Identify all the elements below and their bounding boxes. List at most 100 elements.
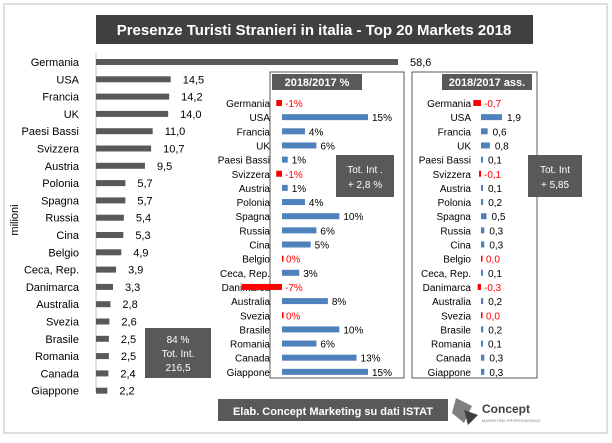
pct-value-danimarca: -7% xyxy=(285,283,303,294)
pct-value-svezia: 0% xyxy=(286,311,301,322)
abs-bar-giappone xyxy=(481,368,485,375)
abs-value-canada: 0,3 xyxy=(489,354,503,365)
pct-note-value: + 2,8 % xyxy=(348,180,382,191)
pct-value-austria: 1% xyxy=(292,184,307,195)
main-category-russia: Russia xyxy=(45,213,80,225)
main-category-danimarca: Danimarca xyxy=(26,282,80,294)
concept-logo: Concept MARKETING PROFESSIONALE xyxy=(452,398,541,425)
abs-category-austria: Austria xyxy=(440,184,472,195)
pct-value-spagna: 10% xyxy=(343,212,363,223)
pct-bar-paesi-bassi xyxy=(282,156,288,163)
pct-value-uk: 6% xyxy=(320,141,335,152)
abs-bar-romania xyxy=(481,340,483,347)
abs-category-ceca-rep: Ceca, Rep. xyxy=(421,269,471,280)
main-bar-svizzera xyxy=(96,145,152,152)
pct-category-russia: Russia xyxy=(239,226,270,237)
pct-category-svizzera: Svizzera xyxy=(232,170,271,181)
abs-value-svezia: 0,0 xyxy=(486,311,500,322)
main-bar-usa xyxy=(96,76,171,83)
pct-category-paesi-bassi: Paesi Bassi xyxy=(218,156,270,167)
abs-bar-svezia xyxy=(481,312,483,319)
abs-category-polonia: Polonia xyxy=(438,198,472,209)
abs-value-australia: 0,2 xyxy=(488,297,502,308)
main-category-germania: Germania xyxy=(31,57,80,69)
pct-category-brasile: Brasile xyxy=(239,325,270,336)
main-category-canada: Canada xyxy=(40,368,79,380)
pct-value-romania: 6% xyxy=(320,340,335,351)
pct-bar-francia xyxy=(282,128,305,135)
abs-category-svizzera: Svizzera xyxy=(433,170,472,181)
pct-bar-ceca-rep xyxy=(282,269,300,276)
main-category-ceca-rep: Ceca, Rep. xyxy=(24,265,79,277)
main-value-svizzera: 10,7 xyxy=(163,144,184,156)
main-bar-belgio xyxy=(96,249,122,256)
pct-note-box xyxy=(336,155,394,197)
main-category-paesi-bassi: Paesi Bassi xyxy=(22,126,79,138)
chart-title: Presenze Turisti Stranieri in italia - T… xyxy=(117,22,512,39)
abs-bar-canada xyxy=(481,354,485,361)
total-note-label: Tot. Int. xyxy=(162,349,195,360)
main-value-polonia: 5,7 xyxy=(137,178,152,190)
pct-bar-danimarca xyxy=(241,283,282,290)
main-value-spagna: 5,7 xyxy=(137,195,152,207)
main-bar-romania xyxy=(96,353,109,360)
abs-value-usa: 1,9 xyxy=(507,113,521,124)
footer-source: Elab. Concept Marketing su dati ISTAT xyxy=(233,406,433,418)
pct-category-uk: UK xyxy=(256,141,270,152)
abs-category-cina: Cina xyxy=(450,241,471,252)
pct-category-ceca-rep: Ceca, Rep. xyxy=(220,269,270,280)
main-category-francia: Francia xyxy=(42,92,80,104)
main-value-cina: 5,3 xyxy=(135,230,150,242)
pct-category-romania: Romania xyxy=(230,340,270,351)
main-value-russia: 5,4 xyxy=(136,213,151,225)
main-category-giappone: Giappone xyxy=(31,386,79,398)
abs-panel-frame xyxy=(411,71,538,379)
y-axis-label: milioni xyxy=(9,204,21,235)
abs-category-uk: UK xyxy=(457,141,471,152)
main-category-svezia: Svezia xyxy=(46,317,80,329)
chart-marks: Germania 58,6 USA 14,5 Francia 14,2 UK 14,0 Paes… xyxy=(22,57,522,398)
abs-value-polonia: 0,2 xyxy=(488,198,502,209)
total-note-share: 84 % xyxy=(167,335,190,346)
main-bar-uk xyxy=(96,110,169,117)
abs-value-spagna: 0,5 xyxy=(492,212,506,223)
logo-name: Concept xyxy=(482,402,530,416)
pct-bar-belgio xyxy=(282,255,284,262)
title-box xyxy=(96,15,533,44)
main-category-polonia: Polonia xyxy=(42,178,80,190)
pct-value-giappone: 15% xyxy=(372,368,392,379)
abs-value-francia: 0,6 xyxy=(493,127,507,138)
total-note-value: 216,5 xyxy=(165,363,190,374)
abs-value-giappone: 0,3 xyxy=(489,368,503,379)
pct-header-box xyxy=(272,74,362,90)
pct-category-usa: USA xyxy=(249,113,270,124)
main-category-romania: Romania xyxy=(35,351,80,363)
abs-header-box xyxy=(442,74,532,90)
main-category-cina: Cina xyxy=(56,230,80,242)
logo-mark-shadow-icon xyxy=(464,410,478,425)
abs-bar-svizzera xyxy=(479,170,481,177)
abs-bar-uk xyxy=(481,142,490,149)
main-value-romania: 2,5 xyxy=(121,351,136,363)
main-value-giappone: 2,2 xyxy=(119,386,134,398)
abs-value-cina: 0,3 xyxy=(489,241,503,252)
main-category-spagna: Spagna xyxy=(41,195,80,207)
abs-value-romania: 0,1 xyxy=(488,340,502,351)
pct-value-belgio: 0% xyxy=(286,255,301,266)
main-value-danimarca: 3,3 xyxy=(125,282,140,294)
abs-value-svizzera: -0,1 xyxy=(484,170,502,181)
main-value-canada: 2,4 xyxy=(120,368,135,380)
pct-category-cina: Cina xyxy=(249,241,270,252)
main-category-uk: UK xyxy=(64,109,80,121)
main-category-svizzera: Svizzera xyxy=(37,144,80,156)
total-note-box xyxy=(145,328,211,378)
pct-value-brasile: 10% xyxy=(343,325,363,336)
main-category-usa: USA xyxy=(56,74,79,86)
main-bar-paesi-bassi xyxy=(96,128,153,135)
main-bar-ceca-rep xyxy=(96,266,117,273)
main-value-germania: 58,6 xyxy=(410,57,431,69)
main-value-uk: 14,0 xyxy=(180,109,201,121)
main-bar-brasile xyxy=(96,335,109,342)
abs-bar-francia xyxy=(481,128,488,135)
abs-bar-polonia xyxy=(481,199,484,206)
